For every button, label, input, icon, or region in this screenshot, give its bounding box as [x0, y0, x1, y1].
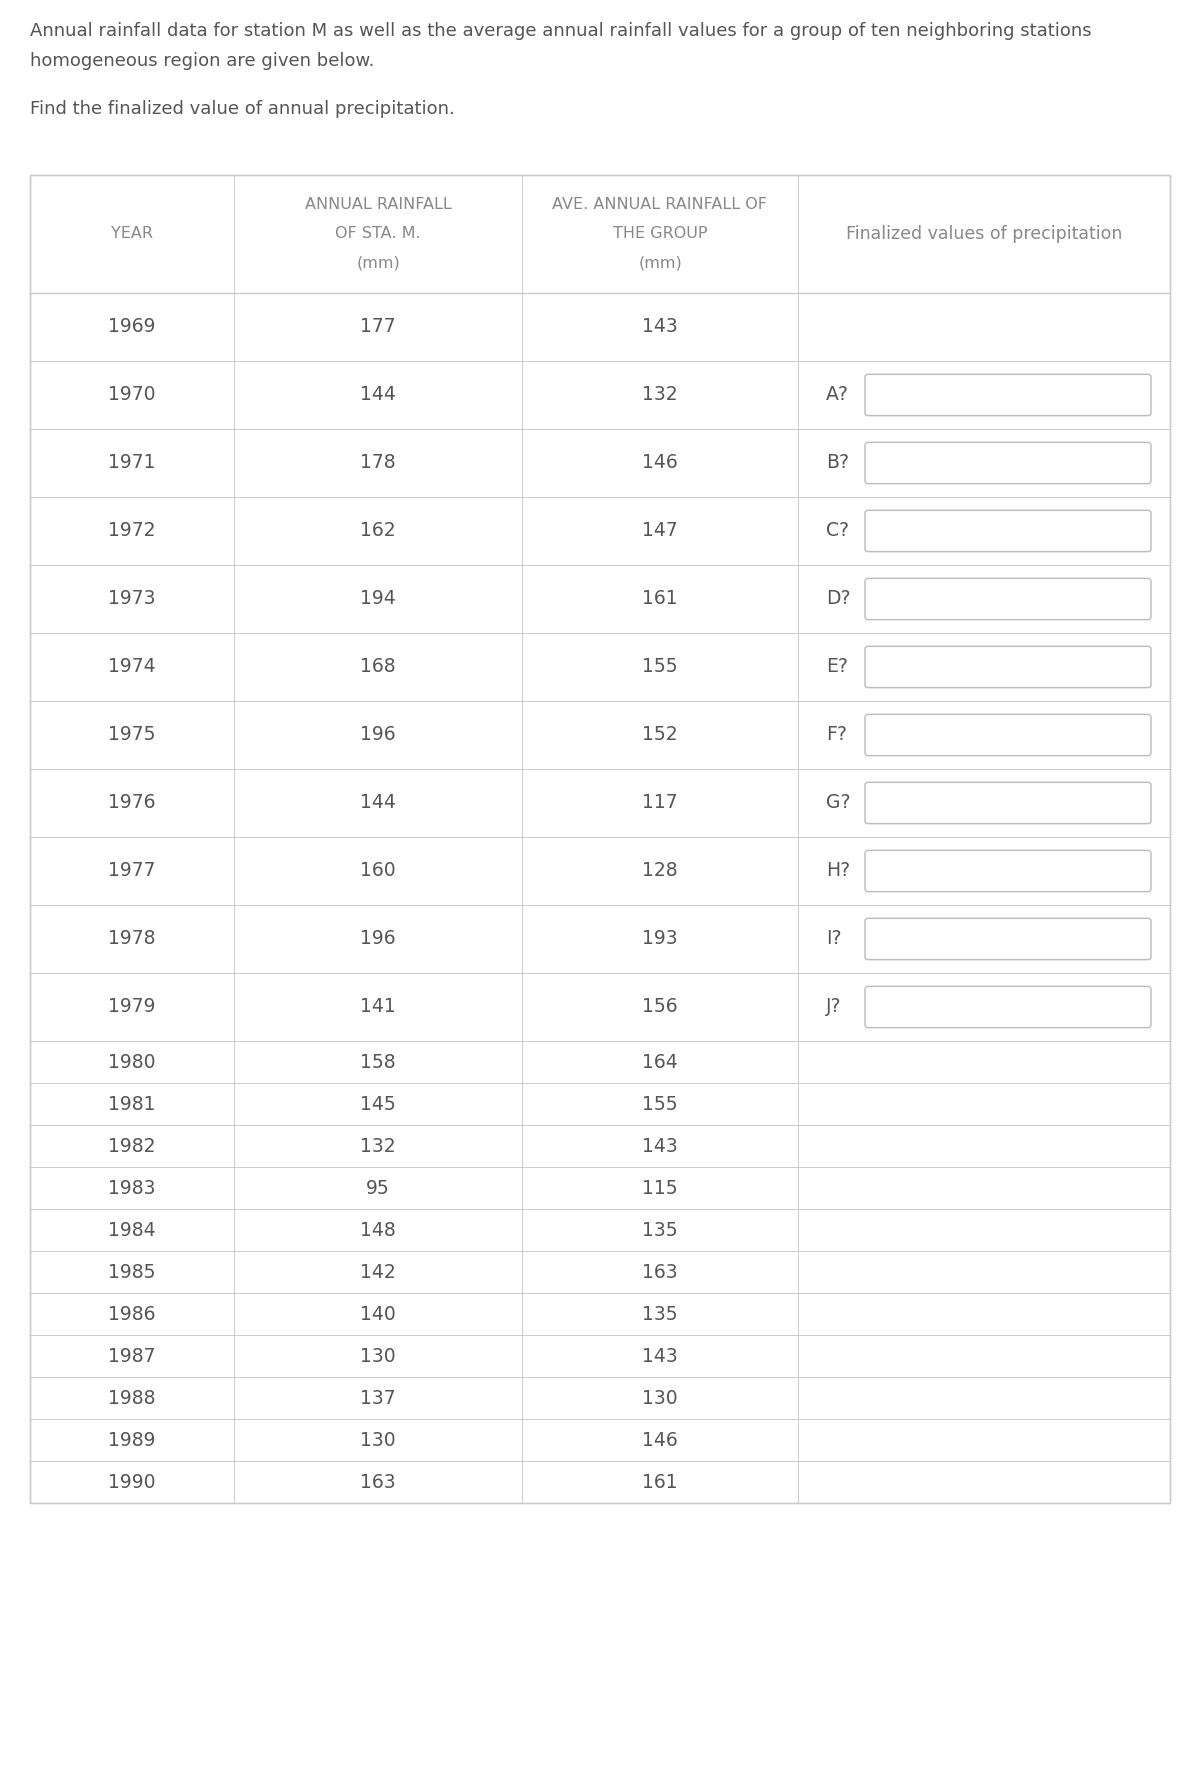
Text: 163: 163: [360, 1473, 396, 1492]
Text: Annual rainfall data for station M as well as the average annual rainfall values: Annual rainfall data for station M as we…: [30, 21, 1092, 41]
Text: 156: 156: [642, 998, 678, 1016]
Text: 130: 130: [360, 1347, 396, 1365]
Text: 1975: 1975: [108, 726, 156, 745]
Text: 1982: 1982: [108, 1136, 156, 1156]
Text: B?: B?: [826, 453, 850, 473]
Text: 164: 164: [642, 1053, 678, 1071]
Text: 135: 135: [642, 1304, 678, 1324]
Text: 132: 132: [642, 386, 678, 405]
Text: 160: 160: [360, 862, 396, 880]
Text: Find the finalized value of annual precipitation.: Find the finalized value of annual preci…: [30, 99, 455, 119]
Bar: [30, 175, 1170, 1503]
FancyBboxPatch shape: [865, 646, 1151, 689]
Text: 1980: 1980: [108, 1053, 156, 1071]
Text: 1977: 1977: [108, 862, 156, 880]
Text: 161: 161: [642, 589, 678, 609]
Text: (mm): (mm): [638, 257, 682, 271]
Text: 1978: 1978: [108, 929, 156, 949]
Text: 196: 196: [360, 726, 396, 745]
Text: 1971: 1971: [108, 453, 156, 473]
Text: 135: 135: [642, 1221, 678, 1239]
Text: 1989: 1989: [108, 1430, 156, 1450]
Text: 168: 168: [360, 657, 396, 676]
Text: 162: 162: [360, 522, 396, 540]
Text: homogeneous region are given below.: homogeneous region are given below.: [30, 51, 374, 71]
Text: 1990: 1990: [108, 1473, 156, 1492]
Text: 143: 143: [642, 1136, 678, 1156]
Text: 1970: 1970: [108, 386, 156, 405]
Text: 132: 132: [360, 1136, 396, 1156]
Text: 1988: 1988: [108, 1388, 156, 1407]
Text: 128: 128: [642, 862, 678, 880]
Text: 1981: 1981: [108, 1094, 156, 1113]
Text: 1974: 1974: [108, 657, 156, 676]
Text: 146: 146: [642, 1430, 678, 1450]
Text: 177: 177: [360, 317, 396, 336]
Text: H?: H?: [826, 862, 850, 880]
Text: E?: E?: [826, 657, 848, 676]
Text: 1973: 1973: [108, 589, 156, 609]
Text: 148: 148: [360, 1221, 396, 1239]
Text: 196: 196: [360, 929, 396, 949]
FancyBboxPatch shape: [865, 579, 1151, 620]
Text: 155: 155: [642, 657, 678, 676]
Text: 1987: 1987: [108, 1347, 156, 1365]
Text: 178: 178: [360, 453, 396, 473]
Text: D?: D?: [826, 589, 851, 609]
Text: 115: 115: [642, 1179, 678, 1198]
Text: J?: J?: [826, 998, 841, 1016]
Text: 145: 145: [360, 1094, 396, 1113]
Text: 95: 95: [366, 1179, 390, 1198]
Text: 140: 140: [360, 1304, 396, 1324]
Text: THE GROUP: THE GROUP: [613, 227, 707, 241]
Text: G?: G?: [826, 793, 851, 812]
Text: A?: A?: [826, 386, 848, 405]
Text: 143: 143: [642, 317, 678, 336]
Text: (mm): (mm): [356, 257, 400, 271]
Text: 161: 161: [642, 1473, 678, 1492]
Text: C?: C?: [826, 522, 850, 540]
Text: 146: 146: [642, 453, 678, 473]
Text: 1983: 1983: [108, 1179, 156, 1198]
Text: 142: 142: [360, 1262, 396, 1281]
Text: ANNUAL RAINFALL: ANNUAL RAINFALL: [305, 196, 451, 212]
Text: Finalized values of precipitation: Finalized values of precipitation: [846, 225, 1122, 242]
Text: 193: 193: [642, 929, 678, 949]
Bar: [30, 175, 1170, 1503]
Text: 1969: 1969: [108, 317, 156, 336]
FancyBboxPatch shape: [865, 850, 1151, 892]
FancyBboxPatch shape: [865, 782, 1151, 823]
Text: YEAR: YEAR: [112, 227, 154, 241]
Text: 158: 158: [360, 1053, 396, 1071]
Text: 152: 152: [642, 726, 678, 745]
FancyBboxPatch shape: [865, 919, 1151, 959]
Text: 137: 137: [360, 1388, 396, 1407]
FancyBboxPatch shape: [865, 442, 1151, 483]
Text: 1985: 1985: [108, 1262, 156, 1281]
Text: 144: 144: [360, 793, 396, 812]
Text: I?: I?: [826, 929, 841, 949]
FancyBboxPatch shape: [865, 986, 1151, 1028]
Text: 1976: 1976: [108, 793, 156, 812]
Text: 1979: 1979: [108, 998, 156, 1016]
Text: 1986: 1986: [108, 1304, 156, 1324]
Text: 1972: 1972: [108, 522, 156, 540]
FancyBboxPatch shape: [865, 373, 1151, 416]
Text: 147: 147: [642, 522, 678, 540]
Text: 130: 130: [642, 1388, 678, 1407]
FancyBboxPatch shape: [865, 510, 1151, 552]
Text: AVE. ANNUAL RAINFALL OF: AVE. ANNUAL RAINFALL OF: [552, 196, 768, 212]
Text: F?: F?: [826, 726, 847, 745]
Text: 130: 130: [360, 1430, 396, 1450]
Text: 163: 163: [642, 1262, 678, 1281]
Text: 141: 141: [360, 998, 396, 1016]
Text: 117: 117: [642, 793, 678, 812]
Text: 194: 194: [360, 589, 396, 609]
Text: 144: 144: [360, 386, 396, 405]
Text: OF STA. M.: OF STA. M.: [335, 227, 421, 241]
Text: 155: 155: [642, 1094, 678, 1113]
Text: 1984: 1984: [108, 1221, 156, 1239]
FancyBboxPatch shape: [865, 715, 1151, 756]
Text: 143: 143: [642, 1347, 678, 1365]
